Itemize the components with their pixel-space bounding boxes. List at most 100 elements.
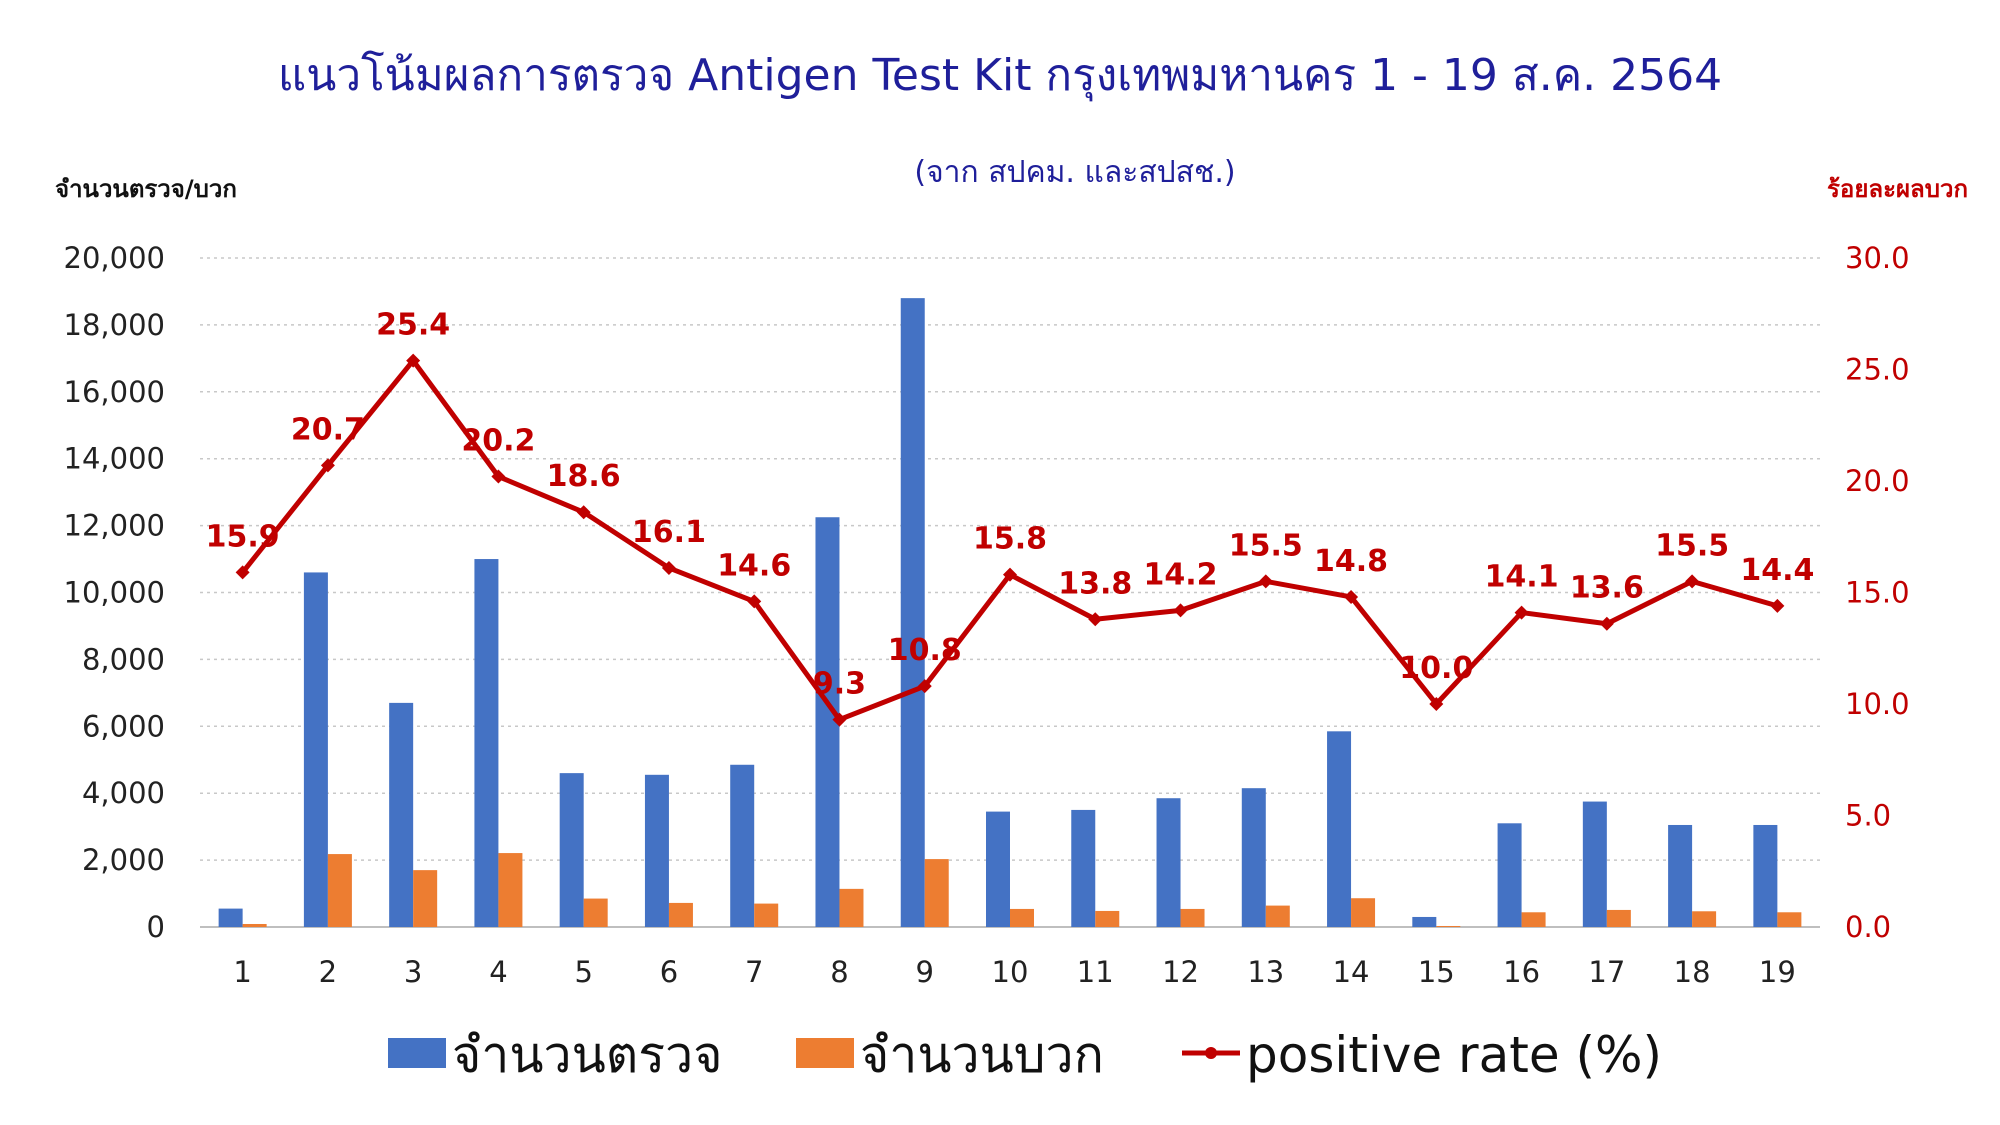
y-axis-left-label: จำนวนตรวจ/บวก <box>55 175 237 203</box>
bar-positives-5 <box>583 898 608 927</box>
x-tick-label: 3 <box>404 955 422 989</box>
bar-positives-15 <box>1436 925 1461 927</box>
bar-tests-16 <box>1497 823 1522 927</box>
positive-rate-line <box>235 353 1785 727</box>
bar-positives-11 <box>1095 910 1120 927</box>
y-left-tick-label: 10,000 <box>64 576 165 610</box>
rate-data-label: 15.5 <box>1655 528 1729 563</box>
x-tick-label: 19 <box>1759 955 1796 989</box>
x-tick-label: 9 <box>916 955 934 989</box>
bar-positives-13 <box>1265 905 1290 927</box>
rate-point-2 <box>320 458 335 473</box>
y-left-tick-label: 8,000 <box>82 642 165 676</box>
bars <box>218 298 1802 927</box>
rate-point-11 <box>1088 612 1103 627</box>
y-right-tick-label: 0.0 <box>1845 910 1891 944</box>
bar-tests-4 <box>474 559 499 927</box>
x-tick-label: 4 <box>489 955 507 989</box>
bar-positives-1 <box>242 923 267 927</box>
x-tick-label: 18 <box>1674 955 1711 989</box>
y-left-tick-label: 2,000 <box>82 843 165 877</box>
rate-data-label: 25.4 <box>376 308 450 343</box>
legend-label-positives: จำนวนบวก <box>860 1026 1104 1084</box>
y-right-tick-label: 25.0 <box>1845 353 1910 387</box>
x-tick-label: 11 <box>1077 955 1114 989</box>
x-tick-label: 1 <box>233 955 251 989</box>
bar-positives-18 <box>1692 911 1717 927</box>
bar-tests-12 <box>1156 798 1181 927</box>
rate-point-9 <box>917 679 932 694</box>
rate-point-12 <box>1173 603 1188 618</box>
y-left-tick-label: 18,000 <box>64 308 165 342</box>
x-tick-label: 7 <box>745 955 763 989</box>
x-tick-label: 6 <box>660 955 678 989</box>
bar-tests-6 <box>644 774 669 927</box>
rate-data-label: 10.0 <box>1399 651 1473 686</box>
rate-point-3 <box>406 353 421 368</box>
x-tick-label: 17 <box>1588 955 1625 989</box>
y-axis-right-ticks: 0.0 5.0 10.0 15.0 20.0 25.0 30.0 <box>1845 241 1910 944</box>
y-left-tick-label: 20,000 <box>64 241 165 275</box>
rate-data-label: 13.8 <box>1058 566 1132 601</box>
rate-point-19 <box>1770 598 1785 613</box>
x-tick-label: 14 <box>1333 955 1370 989</box>
bar-tests-2 <box>303 572 328 927</box>
rate-data-label: 14.4 <box>1740 553 1814 588</box>
bar-tests-15 <box>1412 916 1437 927</box>
rate-point-8 <box>832 712 847 727</box>
y-right-tick-label: 15.0 <box>1845 576 1910 610</box>
rate-data-label: 13.6 <box>1570 571 1644 606</box>
y-left-tick-label: 0 <box>147 910 165 944</box>
rate-data-label: 16.1 <box>632 515 706 550</box>
y-right-tick-label: 20.0 <box>1845 464 1910 498</box>
y-left-tick-label: 4,000 <box>82 776 165 810</box>
y-right-tick-label: 10.0 <box>1845 687 1910 721</box>
rate-point-13 <box>1258 574 1273 589</box>
y-left-tick-label: 12,000 <box>64 509 165 543</box>
rate-point-14 <box>1344 589 1359 604</box>
x-tick-label: 16 <box>1503 955 1540 989</box>
rate-point-7 <box>747 594 762 609</box>
bar-tests-14 <box>1327 731 1352 927</box>
bar-positives-4 <box>498 853 523 927</box>
x-tick-label: 8 <box>830 955 848 989</box>
y-right-tick-label: 30.0 <box>1845 241 1910 275</box>
x-tick-label: 2 <box>319 955 337 989</box>
rate-point-15 <box>1429 697 1444 711</box>
legend: จำนวนตรวจ จำนวนบวก positive rate (%) <box>388 1026 1662 1084</box>
bar-tests-7 <box>730 764 755 927</box>
y-axis-left-ticks: 0 2,000 4,000 6,000 8,000 10,000 12,000 14,000 1… <box>64 241 165 944</box>
bar-tests-13 <box>1241 788 1266 927</box>
rate-point-16 <box>1514 605 1529 620</box>
bar-positives-14 <box>1351 898 1376 927</box>
bar-positives-6 <box>668 902 693 927</box>
bar-positives-12 <box>1180 908 1205 927</box>
rate-point-6 <box>661 560 676 575</box>
x-tick-label: 10 <box>992 955 1029 989</box>
bar-positives-7 <box>754 903 779 927</box>
rate-data-label: 14.6 <box>717 548 791 583</box>
x-tick-label: 15 <box>1418 955 1455 989</box>
rate-data-label: 20.7 <box>291 412 365 447</box>
bar-tests-3 <box>389 702 414 927</box>
bar-positives-19 <box>1777 912 1802 927</box>
rate-data-label: 14.2 <box>1144 557 1218 592</box>
gridlines <box>200 257 1820 861</box>
x-tick-label: 13 <box>1247 955 1284 989</box>
bar-tests-1 <box>218 908 243 927</box>
rate-data-label: 15.5 <box>1229 528 1303 563</box>
x-axis-ticks: 1 2 3 4 5 6 7 8 9 10 11 12 13 14 15 16 17 18 19 <box>233 955 1795 989</box>
y-left-tick-label: 6,000 <box>82 709 165 743</box>
legend-swatch-rate-marker <box>1205 1047 1217 1059</box>
bar-tests-5 <box>559 773 584 927</box>
bar-positives-2 <box>327 854 352 927</box>
bar-positives-8 <box>839 888 864 927</box>
y-left-tick-label: 14,000 <box>64 442 165 476</box>
bar-positives-10 <box>1010 908 1034 927</box>
bar-tests-9 <box>900 298 925 927</box>
bar-positives-9 <box>924 859 949 927</box>
y-right-tick-label: 5.0 <box>1845 799 1891 833</box>
rate-point-18 <box>1685 574 1700 589</box>
legend-label-rate: positive rate (%) <box>1246 1026 1662 1084</box>
